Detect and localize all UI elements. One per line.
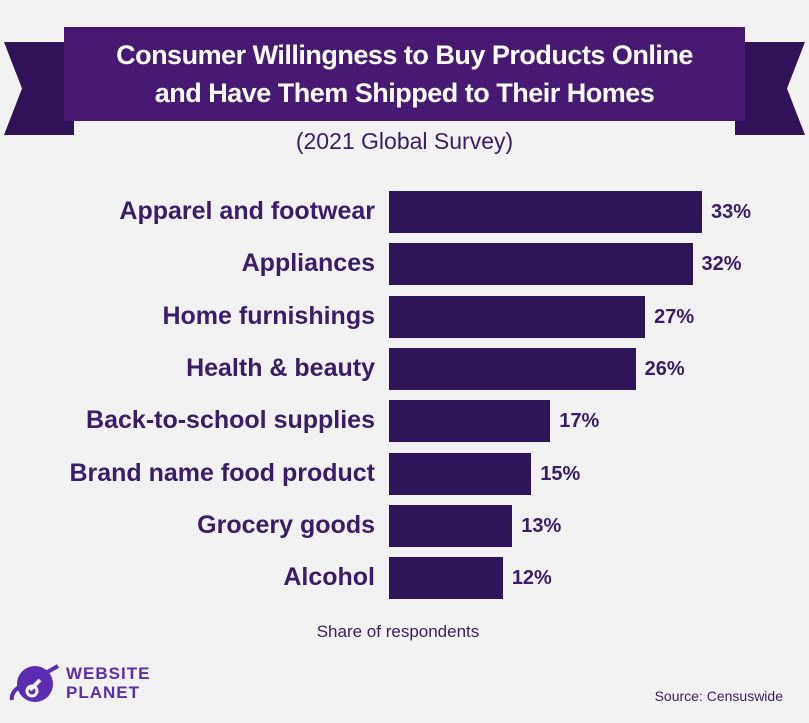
chart-title-line-2: and Have Them Shipped to Their Homes xyxy=(154,78,655,108)
planet-icon xyxy=(9,664,60,702)
ribbon-right-tail xyxy=(735,42,805,135)
category-label: Grocery goods xyxy=(197,510,375,539)
bar xyxy=(389,400,551,443)
bar xyxy=(389,243,693,286)
value-label: 17% xyxy=(559,410,600,433)
bar xyxy=(389,191,702,233)
chart-subtitle: (2021 Global Survey) xyxy=(295,128,514,154)
bar xyxy=(389,295,646,338)
website-planet-logo: WEBSITE PLANET xyxy=(8,660,150,706)
category-label: Health & beauty xyxy=(186,353,375,382)
value-label: 26% xyxy=(644,357,685,380)
source-note: Source: Censuswide xyxy=(654,688,783,704)
category-label: Alcohol xyxy=(283,563,375,592)
bar xyxy=(389,504,513,547)
category-label: Home furnishings xyxy=(162,301,375,330)
value-label: 32% xyxy=(701,253,742,276)
category-label: Apparel and footwear xyxy=(119,197,375,225)
category-label: Back-to-school supplies xyxy=(86,406,375,435)
x-axis-label: Share of respondents xyxy=(316,622,480,641)
title-banner: Consumer Willingness to Buy Products Onl… xyxy=(64,27,745,121)
value-label: 15% xyxy=(540,462,581,485)
logo-line-1: WEBSITE xyxy=(66,664,151,683)
chart-title-line-1: Consumer Willingness to Buy Products Onl… xyxy=(116,40,693,70)
value-label: 13% xyxy=(521,514,562,537)
bar xyxy=(389,452,532,495)
logo-line-2: PLANET xyxy=(66,683,140,702)
category-label: Appliances xyxy=(241,249,375,278)
value-label: 33% xyxy=(711,201,752,223)
value-label: 12% xyxy=(511,567,552,590)
bar xyxy=(389,557,503,600)
category-label: Brand name food product xyxy=(69,458,375,487)
bar xyxy=(389,347,636,390)
value-label: 27% xyxy=(654,305,695,328)
